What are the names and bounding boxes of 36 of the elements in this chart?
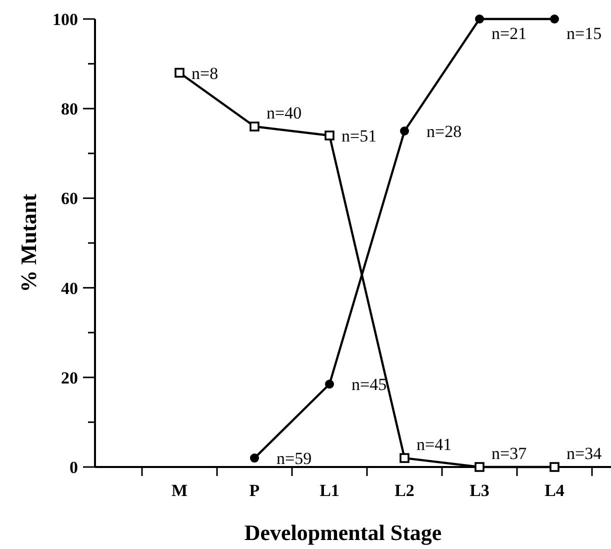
y-tick-label: 0	[70, 458, 78, 477]
annotation: n=59	[276, 449, 312, 468]
x-tick-label: L4	[544, 481, 565, 500]
annotation: n=21	[492, 24, 527, 43]
y-tick-label: 40	[61, 278, 78, 298]
annotation: n=40	[266, 104, 302, 123]
annotation: n=8	[192, 64, 218, 83]
y-tick-label: 60	[61, 189, 78, 208]
annotation: n=45	[352, 375, 387, 394]
point	[400, 126, 409, 136]
annotation: n=37	[492, 444, 528, 463]
y-tick-label: 100	[52, 10, 78, 29]
annotation: n=28	[426, 122, 462, 141]
y-axis-title: % Mutant	[16, 193, 41, 292]
y-tick-label: 20	[61, 368, 78, 388]
x-tick-label: L3	[470, 481, 490, 500]
annotation: n=41	[416, 435, 452, 454]
point	[475, 14, 484, 24]
x-tick-label: L2	[394, 481, 414, 500]
point	[174, 68, 184, 78]
point	[325, 380, 334, 389]
point	[250, 122, 260, 132]
y-tick-label: 80	[61, 100, 78, 119]
point	[250, 454, 259, 463]
annotation: n=15	[566, 24, 602, 43]
x-tick-label: M	[171, 481, 188, 500]
point	[324, 130, 334, 140]
point	[550, 14, 559, 24]
x-tick-label: P	[249, 481, 260, 500]
x-tick-label: L1	[320, 481, 340, 500]
annotation: n=34	[566, 444, 602, 463]
x-axis-title: Developmental Stage	[244, 520, 442, 545]
annotation: n=51	[342, 126, 377, 146]
point	[400, 453, 410, 463]
point	[550, 462, 560, 472]
point	[474, 462, 484, 472]
